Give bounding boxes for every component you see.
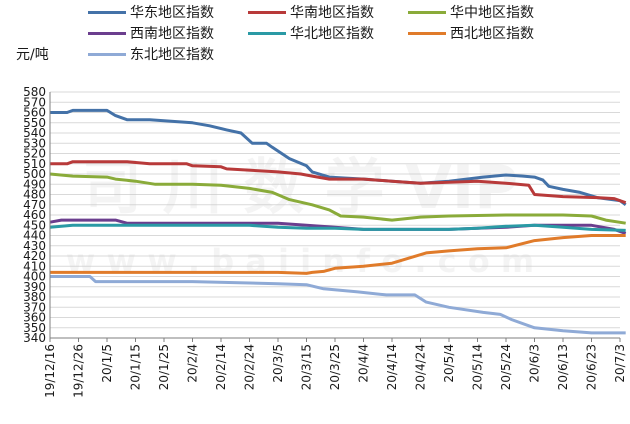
series-lines (49, 108, 627, 335)
x-tick-label: 19/12/26 (72, 344, 86, 398)
y-tick-label: 530 (23, 136, 46, 150)
x-tick-label: 20/4/4 (357, 344, 371, 383)
y-tick-label: 340 (23, 331, 46, 345)
legend-item-huanan: 华南地区指数 (248, 2, 374, 22)
y-tick-label: 570 (23, 95, 46, 109)
legend-item-huadong: 华东地区指数 (88, 2, 214, 22)
y-tick-label: 550 (23, 116, 46, 130)
x-tick-label: 20/6/13 (556, 344, 570, 390)
series-line-0 (50, 108, 627, 207)
y-tick-label: 420 (23, 249, 46, 263)
legend-item-xinan: 西南地区指数 (88, 23, 214, 43)
y-tick-label: 480 (23, 188, 46, 202)
legend-label: 华中地区指数 (450, 5, 534, 21)
x-tick-label: 20/3/15 (300, 344, 314, 390)
legend-swatch (408, 31, 446, 35)
x-tick-label: 20/5/24 (499, 344, 513, 390)
y-tick-label: 450 (23, 218, 46, 232)
legend-item-huabei: 华北地区指数 (248, 23, 374, 43)
x-tick-label: 20/1/5 (100, 344, 114, 383)
y-tick-label: 400 (23, 270, 46, 284)
x-tick-label: 20/4/14 (385, 344, 399, 390)
y-tick-label: 360 (23, 311, 46, 325)
legend-swatch (88, 10, 126, 14)
legend-label: 西南地区指数 (130, 26, 214, 42)
y-tick-label: 540 (23, 126, 46, 140)
y-tick-label: 470 (23, 198, 46, 212)
legend-item-huazhong: 华中地区指数 (408, 2, 534, 22)
x-tick-label: 20/5/14 (471, 344, 485, 390)
y-tick-labels: 3403503603703803904004104204304404504604… (23, 85, 46, 345)
x-tick-label: 20/4/24 (414, 344, 428, 390)
x-tick-label: 20/6/3 (528, 344, 542, 383)
x-tick-label: 20/2/4 (186, 344, 200, 383)
series-line-4 (49, 223, 626, 232)
series-line-6 (50, 275, 626, 335)
legend-swatch (88, 31, 126, 35)
y-axis-unit-label: 元/吨 (16, 47, 49, 63)
y-tick-label: 410 (23, 259, 46, 273)
y-tick-label: 580 (23, 85, 46, 99)
x-tick-label: 20/7/3 (613, 344, 627, 383)
series-line-5 (50, 234, 626, 275)
y-tick-label: 520 (23, 147, 46, 161)
x-tick-label: 20/2/24 (243, 344, 257, 390)
x-tick-label: 20/1/15 (129, 344, 143, 390)
legend-label: 东北地区指数 (130, 47, 214, 63)
axes (49, 92, 621, 342)
x-tick-label: 20/3/5 (271, 344, 285, 383)
y-tick-label: 440 (23, 229, 46, 243)
x-tick-label: 20/6/23 (585, 344, 599, 390)
legend-label: 华南地区指数 (290, 5, 374, 21)
x-tick-label: 19/12/16 (43, 344, 57, 398)
y-tick-label: 370 (23, 300, 46, 314)
y-tick-label: 380 (23, 290, 46, 304)
legend-swatch (248, 31, 286, 35)
legend-item-dongbei: 东北地区指数 (88, 44, 214, 64)
legend-swatch (248, 10, 286, 14)
x-tick-label: 20/1/25 (157, 344, 171, 390)
legend-label: 西北地区指数 (450, 26, 534, 42)
legend-swatch (408, 10, 446, 14)
legend-label: 华东地区指数 (130, 5, 214, 21)
series-line-1 (50, 160, 627, 205)
x-tick-labels: 19/12/16 19/12/26 20/1/5 20/1/15 20/1/25 20/2… (43, 344, 627, 398)
y-tick-label: 510 (23, 157, 46, 171)
legend-item-xibei: 西北地区指数 (408, 23, 534, 43)
x-tick-label: 20/3/25 (328, 344, 342, 390)
series-line-2 (49, 172, 626, 225)
legend-label: 华北地区指数 (290, 26, 374, 42)
y-tick-label: 490 (23, 177, 46, 191)
y-tick-label: 390 (23, 280, 46, 294)
y-tick-label: 430 (23, 239, 46, 253)
y-tick-label: 500 (23, 167, 46, 181)
legend-swatch (88, 52, 126, 56)
x-tick-label: 20/5/4 (442, 344, 456, 383)
y-tick-label: 460 (23, 208, 46, 222)
y-tick-label: 350 (23, 321, 46, 335)
y-tick-label: 560 (23, 106, 46, 120)
x-tick-label: 20/2/14 (214, 344, 228, 390)
